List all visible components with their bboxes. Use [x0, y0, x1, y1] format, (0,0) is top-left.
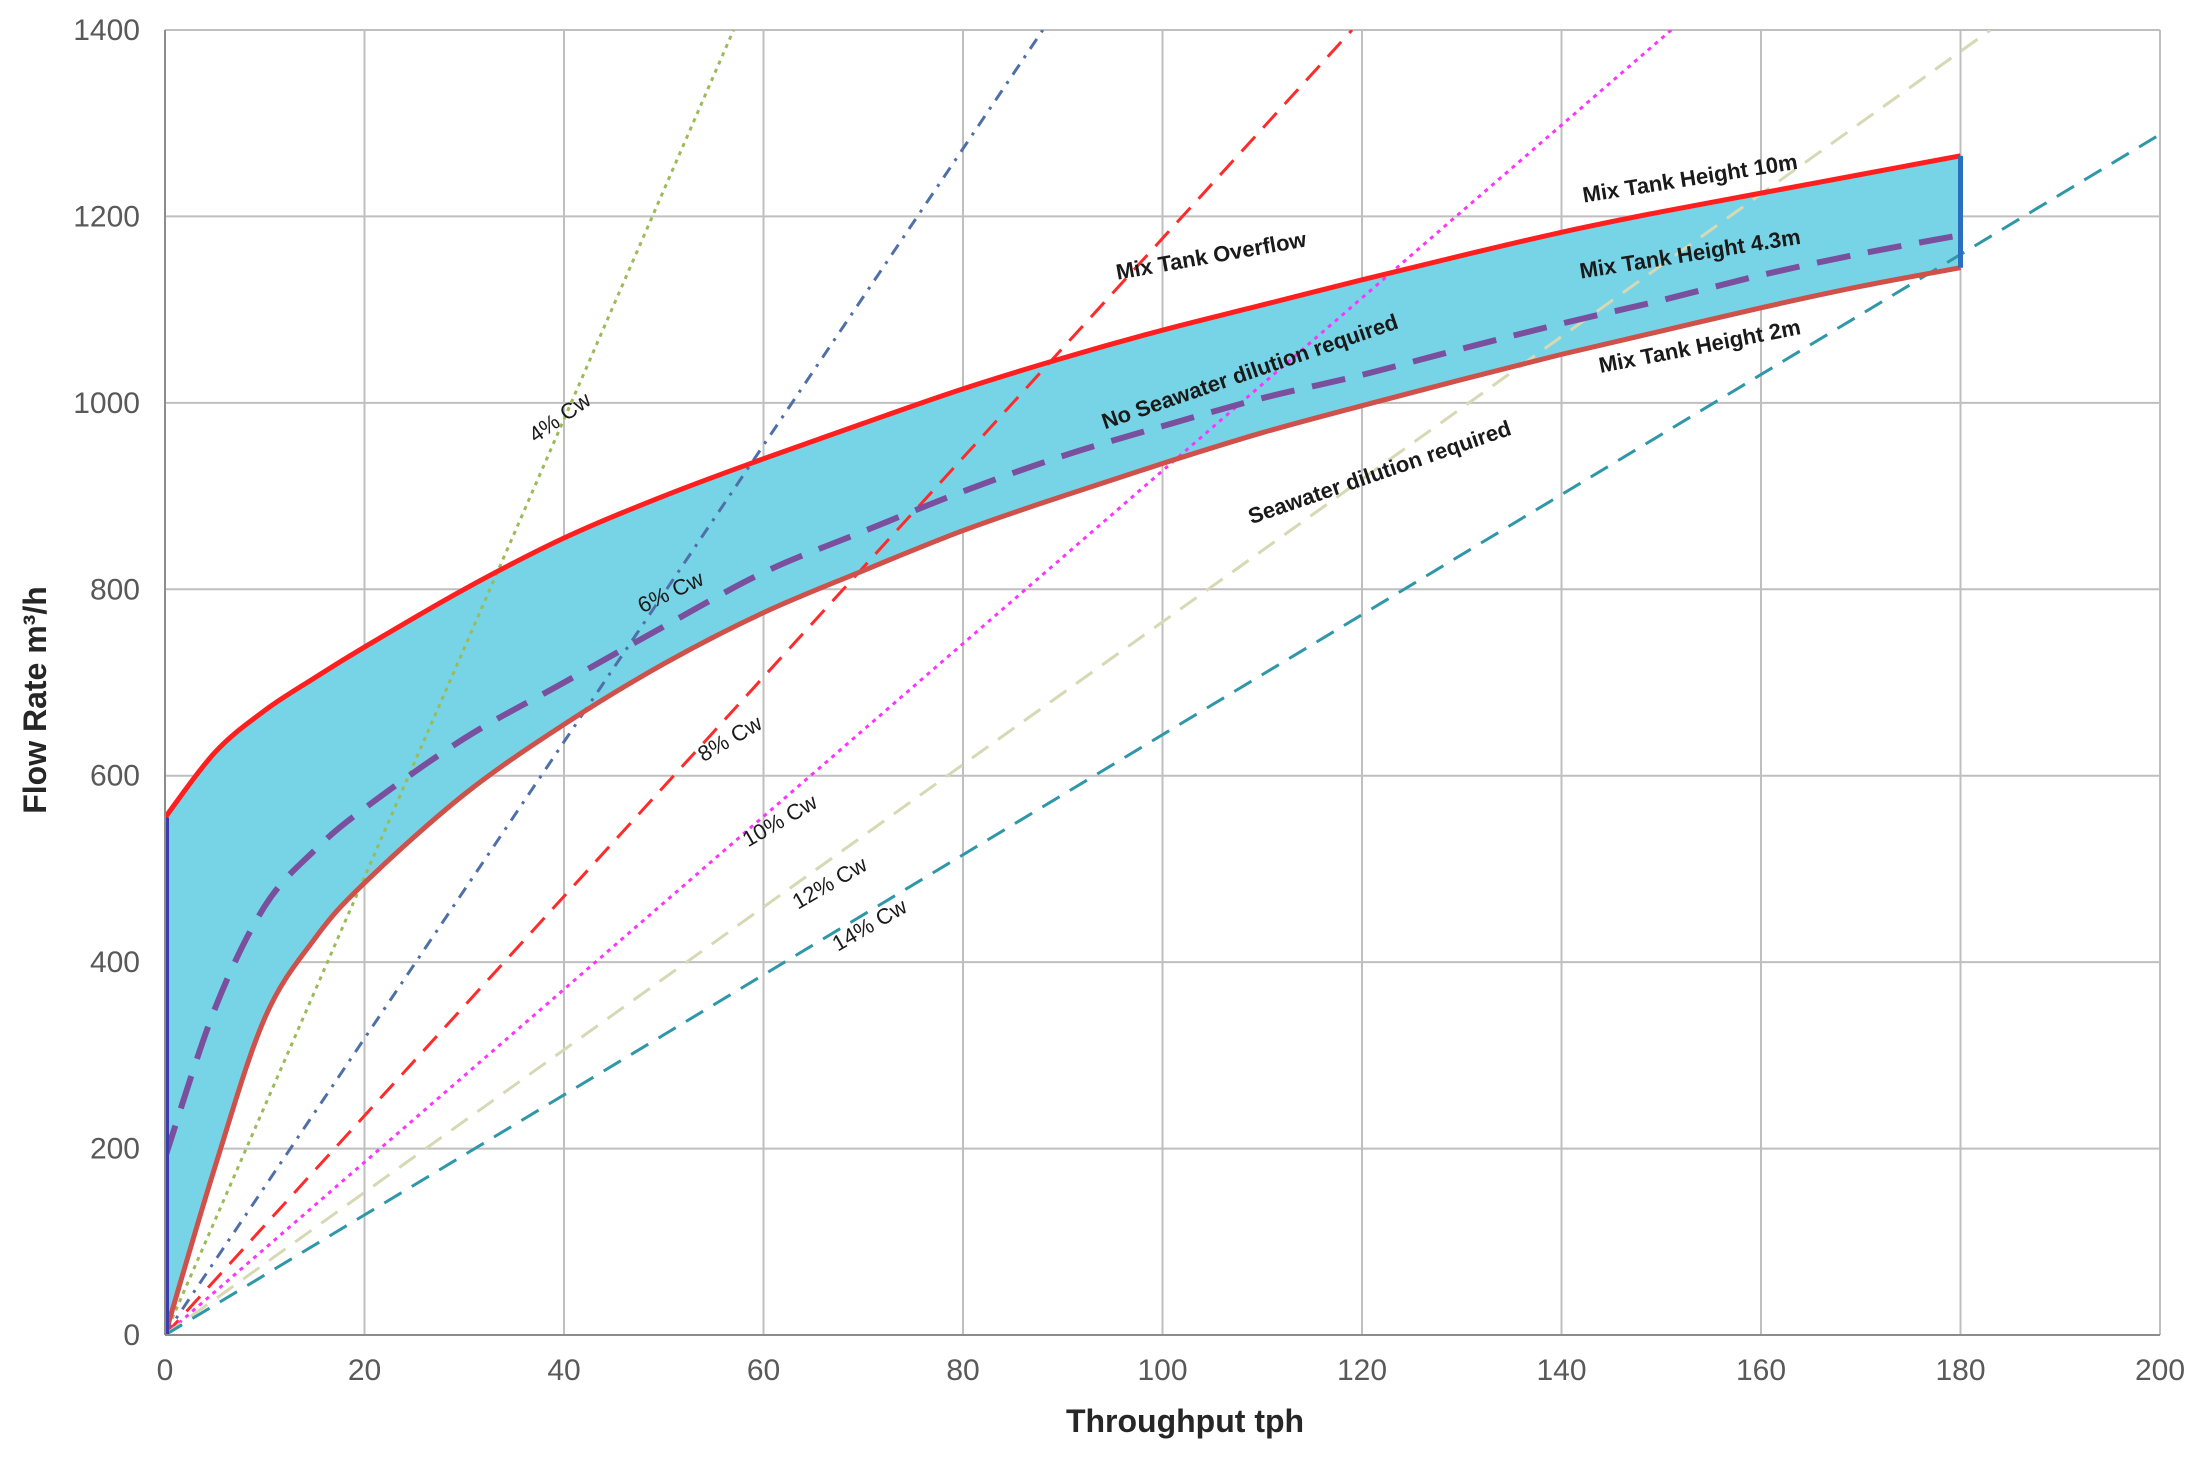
y-tick-label: 600 — [90, 760, 140, 793]
operating-band-fill — [165, 155, 1961, 1336]
x-tick-label: 20 — [348, 1354, 381, 1387]
operating-band — [165, 155, 1961, 1336]
x-tick-label: 100 — [1137, 1354, 1187, 1387]
x-tick-label: 60 — [747, 1354, 780, 1387]
series-line-mix-tank-height-4-3m — [165, 232, 1962, 1159]
x-tick-label: 40 — [547, 1354, 580, 1387]
x-axis-title: Throughput tph — [1066, 1403, 1304, 1439]
y-tick-label: 1000 — [73, 387, 140, 420]
y-tick-label: 1200 — [73, 200, 140, 233]
y-tick-label: 800 — [90, 573, 140, 606]
series-lines — [165, 30, 2160, 1335]
series-line-mix-tank-height-10m — [165, 153, 1961, 820]
series-line-mix-tank-height-2m — [165, 265, 1961, 1335]
x-tick-label: 200 — [2135, 1354, 2185, 1387]
x-tick-labels: 0 20 40 60 80 100 120 140 160 180 200 — [157, 1354, 2185, 1387]
x-tick-label: 140 — [1536, 1354, 1586, 1387]
y-tick-label: 1400 — [73, 14, 140, 47]
x-tick-label: 120 — [1337, 1354, 1387, 1387]
y-axis-title: Flow Rate m³/h — [17, 586, 53, 814]
x-tick-label: 80 — [946, 1354, 979, 1387]
x-tick-label: 180 — [1935, 1354, 1985, 1387]
x-tick-label: 160 — [1736, 1354, 1786, 1387]
series-line-12-cw — [165, 30, 1992, 1335]
x-tick-label: 0 — [157, 1354, 174, 1387]
series-line-4-cw — [165, 30, 735, 1335]
series-line-14-cw — [165, 133, 2160, 1335]
series-line-6-cw — [165, 30, 1045, 1335]
plot-frame — [164, 30, 2160, 1336]
series-line-8-cw — [165, 30, 1354, 1335]
y-tick-label: 200 — [90, 1133, 140, 1166]
y-tick-labels: 0 200 400 600 800 1000 1200 1400 — [73, 14, 140, 1352]
y-tick-label: 400 — [90, 946, 140, 979]
y-tick-label: 0 — [123, 1319, 140, 1352]
